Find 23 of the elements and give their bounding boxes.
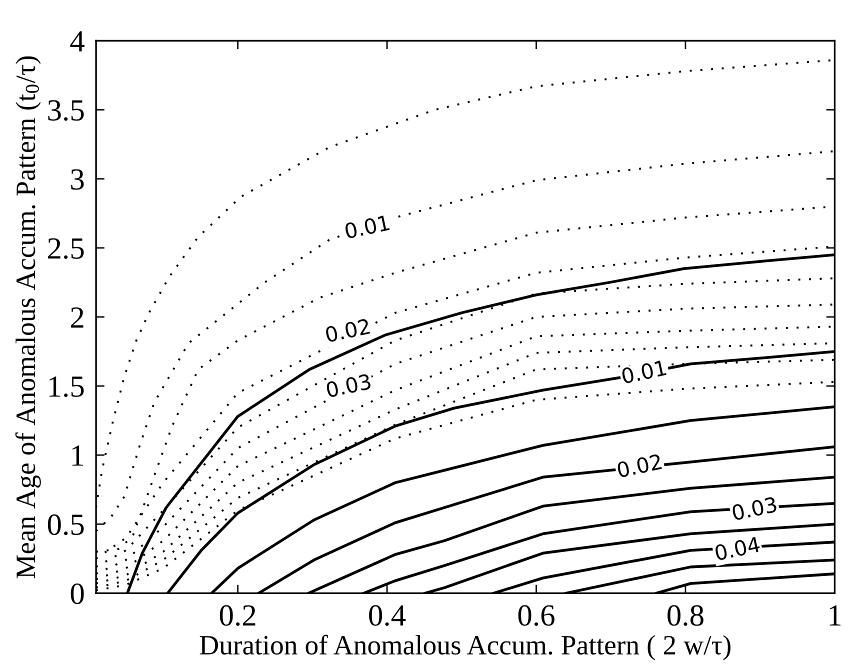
y-tick-label: 2	[71, 307, 84, 328]
annotation: 0.01	[344, 214, 390, 240]
y-tick-label: 1.5	[49, 376, 84, 398]
y-tick-label: 3.5	[48, 100, 84, 121]
x-axis-title: Duration of Anomalous Accum. Pattern ( 2 w/τ)	[200, 634, 730, 660]
annotation: 0.02	[616, 454, 662, 478]
x-tick-label: 0.4	[369, 605, 406, 626]
y-tick-label: 3	[71, 169, 84, 190]
y-tick-label: 0	[70, 583, 84, 604]
annotation: 0.04	[714, 536, 761, 561]
annotation: 0.01	[621, 360, 667, 384]
y-tick-label: 2.5	[48, 238, 84, 259]
annotation: 0.02	[324, 318, 370, 343]
x-tick-label: 0.6	[518, 605, 554, 626]
x-tick-label: 1	[830, 605, 841, 626]
annotation: 0.03	[732, 496, 778, 521]
y-tick-label: 1	[72, 446, 84, 466]
y-tick-label: 0.5	[48, 514, 84, 536]
y-tick-label: 4	[70, 31, 84, 52]
annotation: 0.03	[326, 373, 372, 398]
y-axis-title: Mean Age of Anomalous Accum. Pattern (t$_{0}$/τ)	[15, 56, 41, 578]
x-tick-label: 0.2	[220, 605, 256, 626]
x-tick-label: 0.8	[668, 605, 704, 626]
